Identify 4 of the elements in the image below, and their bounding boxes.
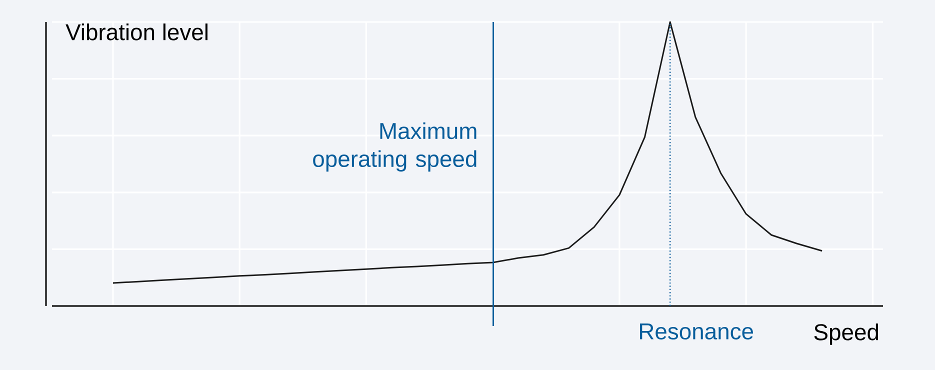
y-axis-title: Vibration level xyxy=(66,24,208,40)
text: Resonance xyxy=(640,324,754,340)
annotation: Maximum operating speed xyxy=(313,122,476,172)
x-axis-title: Speed xyxy=(814,324,878,345)
